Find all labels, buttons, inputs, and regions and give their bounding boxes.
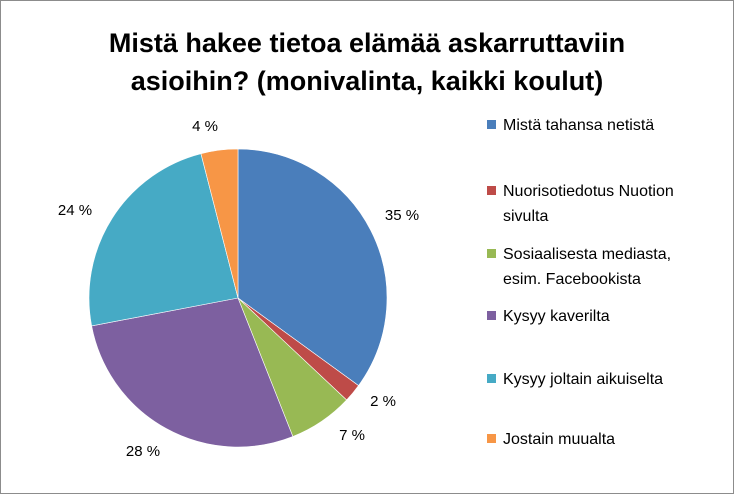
legend-swatch-nuotio bbox=[487, 186, 496, 195]
legend-label-kaveri: Kysyy kaverilta bbox=[503, 308, 610, 325]
legend-swatch-some bbox=[487, 249, 496, 258]
legend-label-netista: Mistä tahansa netistä bbox=[503, 117, 655, 134]
data-label-kaveri: 28 % bbox=[126, 443, 160, 460]
legend-label-nuotio: Nuorisotiedotus Nuotion sivulta bbox=[503, 183, 674, 225]
pie-slice-aikuinen bbox=[88, 153, 239, 327]
chart-title: Mistä hakee tietoa elämää askarruttaviin… bbox=[0, 24, 734, 100]
chart-title-line-2: asioihin? (monivalinta, kaikki koulut) bbox=[130, 66, 604, 96]
data-label-aikuinen: 24 % bbox=[58, 202, 92, 219]
pie-slice-muualta bbox=[200, 148, 239, 299]
legend-swatch-aikuinen bbox=[487, 374, 496, 383]
legend-swatch-muualta bbox=[487, 434, 496, 443]
legend-label-aikuinen: Kysyy joltain aikuiselta bbox=[503, 371, 664, 388]
legend-label-muualta: Jostain muualta bbox=[503, 431, 616, 448]
legend-swatch-kaveri bbox=[487, 311, 496, 320]
chart-title-line-1: Mistä hakee tietoa elämää askarruttaviin bbox=[108, 28, 626, 58]
legend-swatch-netista bbox=[487, 120, 496, 129]
pie-slice-kaveri bbox=[91, 297, 294, 448]
data-label-some: 7 % bbox=[339, 427, 365, 444]
pie-slice-netista bbox=[237, 148, 388, 386]
data-label-nuotio: 2 % bbox=[370, 393, 396, 410]
data-label-netista: 35 % bbox=[385, 207, 419, 224]
legend-label-some: Sosiaalisesta mediasta, esim. Facebookis… bbox=[503, 246, 672, 288]
data-label-muualta: 4 % bbox=[192, 118, 218, 135]
